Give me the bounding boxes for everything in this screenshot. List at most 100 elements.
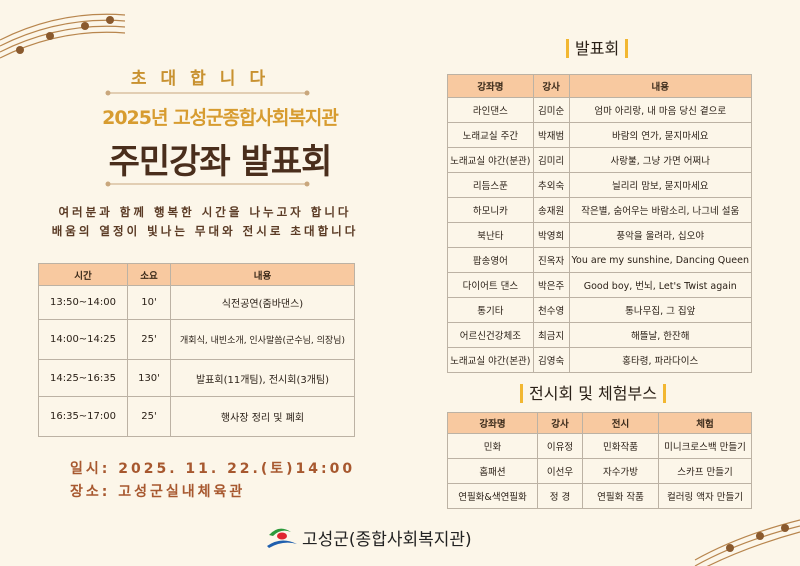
performance-table: 강좌명 강사 내용 라인댄스 김미순 엄마 아리랑, 내 마음 당신 곁으로 노래교실 주간…	[447, 74, 753, 373]
exhibition-section-title: 전시회 및 체험부스	[520, 384, 666, 403]
table-row: 14:00~14:25 25' 개회식, 내빈소개, 인사말씀(군수님, 의장님)	[38, 319, 355, 360]
cell: 발표회(11개팀), 전시회(3개팀)	[170, 359, 355, 397]
cell: 박은주	[532, 272, 570, 298]
cell: 바람의 연가, 묻지마세요	[568, 122, 753, 148]
performance-section-title: 발표회	[566, 39, 629, 58]
table-row: 다이어트 댄스 박은주 Good boy, 번뇌, Let's Twist agai…	[447, 272, 753, 298]
cell: 최금지	[532, 322, 570, 348]
cell: 리듬스푼	[447, 172, 534, 198]
cell: 16:35~17:00	[38, 396, 128, 437]
cell: 하모니카	[447, 197, 534, 223]
cell: 25'	[127, 396, 171, 437]
cell: Good boy, 번뇌, Let's Twist again	[568, 272, 753, 298]
cell: 컬러링 액자 만들기	[658, 483, 752, 509]
table-row: 리듬스푼 추외숙 늴리리 맘보, 묻지마세요	[447, 172, 753, 198]
table-row: 라인댄스 김미순 엄마 아리랑, 내 마음 당신 곁으로	[447, 97, 753, 123]
cell: 이선우	[537, 458, 583, 484]
header-cell: 소요	[127, 263, 171, 286]
table-row: 민화 이유정 민화작품 미니크로스백 만들기	[447, 433, 752, 459]
ornament-divider	[105, 181, 310, 187]
event-title: 주민강좌 발표회	[108, 142, 333, 182]
cell: 북난타	[447, 222, 534, 248]
table-row: 13:50~14:00 10' 식전공연(줌바댄스)	[38, 285, 355, 320]
cell: 홍타령, 파라다이스	[568, 347, 753, 373]
cell: 김미리	[532, 147, 570, 173]
event-date: 일시: 2025. 11. 22.(토)14:00	[70, 461, 356, 477]
cell: 김영숙	[532, 347, 570, 373]
cell: 14:00~14:25	[38, 319, 128, 360]
cell: 어르신건강체조	[447, 322, 534, 348]
cell: 13:50~14:00	[38, 285, 128, 320]
cell: 사랑불, 그냥 가면 어쩌나	[568, 147, 753, 173]
table-row: 팝송영어 진옥자 You are my sunshine, Dancing Quee…	[447, 247, 753, 273]
table-row: 어르신건강체조 최금지 해뜰날, 한잔해	[447, 322, 753, 348]
table-row: 통기타 천수영 통나무집, 그 집앞	[447, 297, 753, 323]
header-cell: 내용	[568, 74, 753, 98]
invitation-message-line2: 배움의 열정이 빛나는 무대와 전시로 초대합니다	[51, 224, 359, 238]
table-row: 14:25~16:35 130' 발표회(11개팀), 전시회(3개팀)	[38, 359, 355, 397]
cell: 14:25~16:35	[38, 359, 128, 397]
music-notes-decoration-bottom-right	[694, 519, 800, 566]
schedule-table: 시간 소요 내용 13:50~14:00 10' 식전공연(줌바댄스) 14:00~14…	[38, 263, 355, 437]
cell: 미니크로스백 만들기	[658, 433, 752, 459]
cell: 10'	[127, 285, 171, 320]
cell: 민화	[447, 433, 538, 459]
table-row: 북난타 박영희 풍악을 울려라, 십오야	[447, 222, 753, 248]
table-row: 하모니카 송재원 작은별, 숨어우는 바람소리, 나그네 설움	[447, 197, 753, 223]
cell: 팝송영어	[447, 247, 534, 273]
cell: 25'	[127, 319, 171, 360]
cell: 엄마 아리랑, 내 마음 당신 곁으로	[568, 97, 753, 123]
cell: 통나무집, 그 집앞	[568, 297, 753, 323]
cell: 연필화 작품	[582, 483, 659, 509]
table-row: 16:35~17:00 25' 행사장 정리 및 폐회	[38, 396, 355, 437]
header-cell: 전시	[582, 412, 659, 434]
cell: 라인댄스	[447, 97, 534, 123]
cell: 연필화&색연필화	[447, 483, 538, 509]
header-cell: 강좌명	[447, 74, 534, 98]
table-row: 노래교실 주간 박재범 바람의 연가, 묻지마세요	[447, 122, 753, 148]
cell: 자수가방	[582, 458, 659, 484]
cell: 노래교실 주간	[447, 122, 534, 148]
music-notes-decoration-top-left	[0, 13, 126, 59]
cell: 송재원	[532, 197, 570, 223]
table-row: 홈패션 이선우 자수가방 스카프 만들기	[447, 458, 752, 484]
header-cell: 내용	[170, 263, 355, 286]
cell: 행사장 정리 및 폐회	[170, 396, 355, 437]
header-cell: 강좌명	[447, 412, 538, 434]
cell: 작은별, 숨어우는 바람소리, 나그네 설움	[568, 197, 753, 223]
gosung-emblem-icon	[267, 528, 297, 548]
cell: 추외숙	[532, 172, 570, 198]
cell: 노래교실 야간(본관)	[447, 347, 534, 373]
cell: 노래교실 야간(분관)	[447, 147, 534, 173]
event-subtitle: 2025년 고성군종합사회복지관	[102, 107, 339, 129]
cell: 130'	[127, 359, 171, 397]
header-cell: 시간	[38, 263, 128, 286]
table-row: 노래교실 야간(본관) 김영숙 홍타령, 파라다이스	[447, 347, 753, 373]
cell: 풍악을 울려라, 십오야	[568, 222, 753, 248]
cell: 박재범	[532, 122, 570, 148]
cell: 다이어트 댄스	[447, 272, 534, 298]
ornament-divider	[105, 90, 310, 96]
table-header-row: 시간 소요 내용	[38, 263, 355, 286]
invitation-message-line1: 여러분과 함께 행복한 시간을 나누고자 합니다	[58, 205, 352, 219]
cell: 김미순	[532, 97, 570, 123]
cell: 늴리리 맘보, 묻지마세요	[568, 172, 753, 198]
cell: 해뜰날, 한잔해	[568, 322, 753, 348]
cell: 통기타	[447, 297, 534, 323]
table-header-row: 강좌명 강사 전시 체험	[447, 412, 752, 434]
cell: You are my sunshine, Dancing Queen	[568, 247, 753, 273]
header-cell: 체험	[658, 412, 752, 434]
invite-heading: 초대합니다	[130, 69, 280, 89]
cell: 이유정	[537, 433, 583, 459]
cell: 스카프 만들기	[658, 458, 752, 484]
cell: 개회식, 내빈소개, 인사말씀(군수님, 의장님)	[170, 319, 355, 360]
event-place: 장소: 고성군실내체육관	[70, 484, 246, 500]
header-cell: 강사	[532, 74, 570, 98]
cell: 천수영	[532, 297, 570, 323]
cell: 홈패션	[447, 458, 538, 484]
cell: 진옥자	[532, 247, 570, 273]
cell: 박영희	[532, 222, 570, 248]
cell: 식전공연(줌바댄스)	[170, 285, 355, 320]
cell: 민화작품	[582, 433, 659, 459]
table-row: 연필화&색연필화 정 경 연필화 작품 컬러링 액자 만들기	[447, 483, 752, 509]
